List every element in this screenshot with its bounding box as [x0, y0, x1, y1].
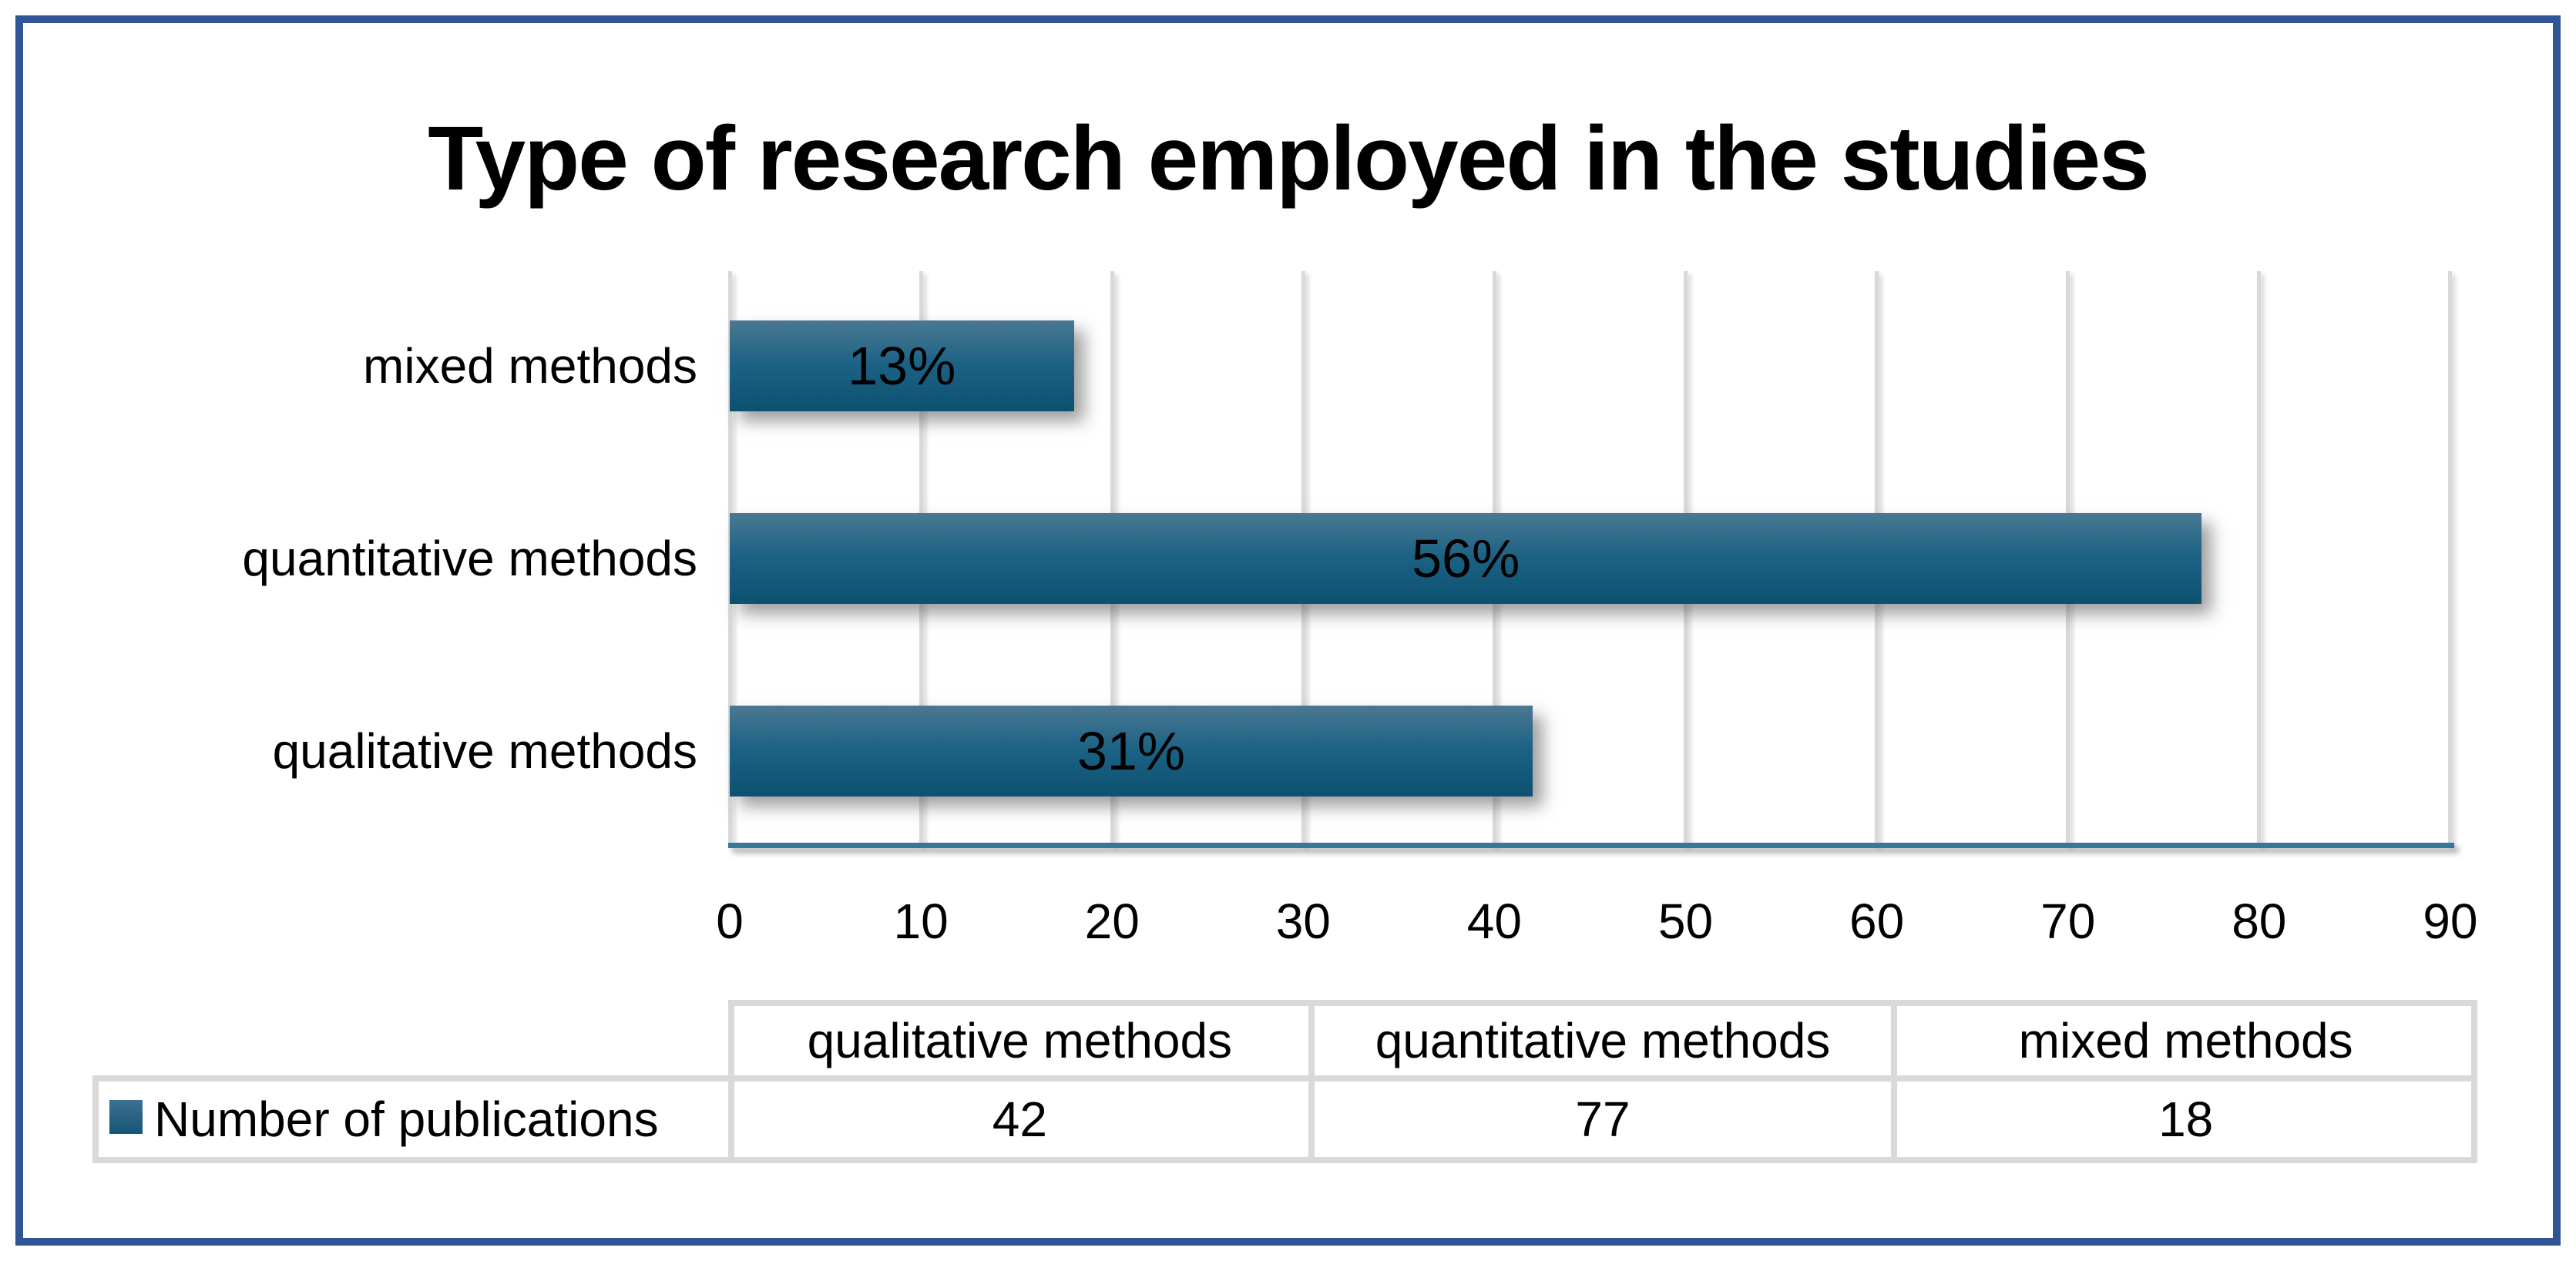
data-table-header-cell: qualitative methods: [807, 1013, 1233, 1068]
data-table-header-cell: mixed methods: [2018, 1013, 2353, 1068]
bar-data-label: 56%: [1412, 528, 1520, 589]
data-table-row-label-cell: [92, 1075, 734, 1163]
category-label-qualitative-methods: qualitative methods: [272, 723, 697, 779]
x-axis-tick-label: 20: [1084, 894, 1140, 949]
gridline: [2257, 271, 2262, 846]
data-table-value-cell: 18: [2158, 1092, 2214, 1147]
chart-frame-border: Type of research employed in the studies: [15, 15, 2561, 1246]
x-axis-tick-label: 50: [1657, 894, 1714, 949]
category-label-quantitative-methods: quantitative methods: [242, 531, 697, 586]
bar-quantitative-methods: [730, 513, 2202, 604]
data-table-value-cell: 77: [1575, 1092, 1631, 1147]
data-table-header-cell: quantitative methods: [1375, 1013, 1831, 1068]
chart-title: Type of research employed in the studies: [428, 108, 2150, 210]
bar-qualitative-methods: [730, 706, 1533, 797]
data-table-column-divider: [1308, 1000, 1315, 1163]
x-axis-tick-label: 60: [1849, 894, 1905, 949]
bar-mixed-methods: [730, 320, 1074, 411]
bar-data-label: 31%: [1076, 721, 1186, 781]
x-axis-tick-label: 30: [1275, 894, 1331, 949]
data-table-row-label: Number of publications: [154, 1092, 659, 1147]
legend-key-swatch: [109, 1100, 143, 1134]
data-table-column-divider: [1891, 1000, 1898, 1163]
x-axis-tick-label: 0: [716, 894, 744, 949]
category-label-mixed-methods: mixed methods: [363, 338, 697, 394]
data-table-row-divider: [728, 1075, 2477, 1082]
x-axis-tick-label: 10: [893, 894, 949, 949]
x-axis-tick-label: 40: [1466, 894, 1522, 949]
x-axis-tick-label: 90: [2423, 894, 2478, 949]
data-table-value-cell: 42: [992, 1092, 1047, 1147]
x-axis-line: [728, 843, 2454, 848]
x-axis-tick-label: 70: [2040, 894, 2096, 949]
bar-data-label: 13%: [848, 336, 956, 396]
x-axis-tick-label: 80: [2232, 894, 2287, 949]
gridline: [2448, 271, 2453, 846]
